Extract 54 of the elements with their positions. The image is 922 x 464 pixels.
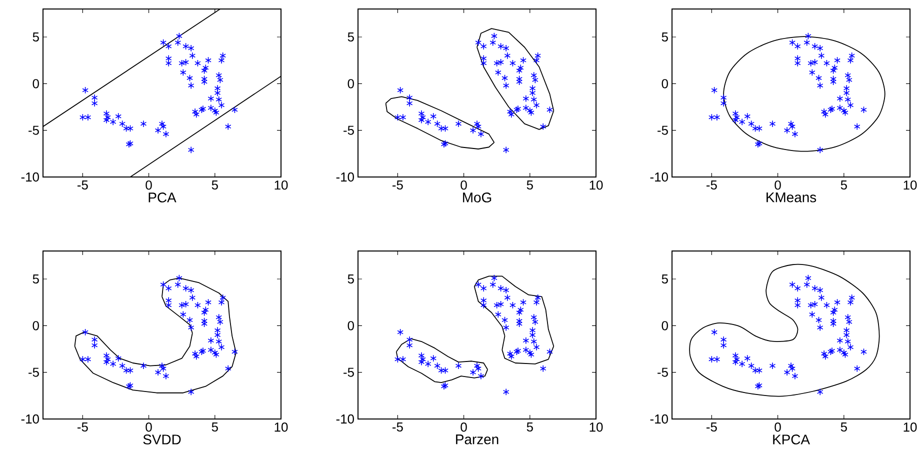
y-tick-label: 0 [662, 79, 668, 88]
x-tick-label: -5 [706, 180, 717, 190]
x-axis-title: KMeans [766, 192, 816, 202]
y-tick-label: -5 [658, 368, 668, 377]
y-tick-label: 5 [348, 274, 354, 284]
x-tick-label: 5 [526, 180, 533, 190]
y-tick-label: -5 [344, 126, 354, 135]
y-tick-label: 5 [348, 32, 354, 42]
y-tick-label: -10 [650, 172, 668, 182]
y-tick-label: 5 [662, 274, 668, 284]
y-tick-label: -10 [336, 172, 354, 182]
y-tick-label: -5 [28, 368, 39, 377]
y-tick-label: 0 [348, 321, 354, 330]
y-tick-label: 5 [662, 32, 668, 42]
x-tick-label: -5 [77, 422, 88, 432]
y-tick-label: -10 [650, 414, 668, 424]
y-tick-label: 0 [32, 321, 39, 330]
x-tick-label: 0 [774, 422, 781, 432]
x-tick-label: 0 [146, 422, 152, 432]
x-tick-label: 10 [904, 422, 917, 432]
y-tick-label: 0 [348, 79, 354, 88]
y-tick-label: 0 [662, 321, 668, 330]
x-tick-label: 5 [840, 422, 847, 432]
x-tick-label: 10 [590, 180, 603, 190]
x-tick-label: 5 [526, 422, 533, 432]
y-tick-label: -5 [658, 126, 668, 135]
x-tick-label: 0 [774, 180, 781, 190]
x-tick-label: 5 [840, 180, 847, 190]
x-tick-label: -5 [392, 180, 403, 190]
y-tick-label: -10 [21, 172, 39, 182]
y-tick-label: -5 [344, 368, 354, 377]
x-axis-title: Parzen [456, 434, 498, 444]
y-tick-label: 0 [32, 79, 39, 88]
x-axis-title: PCA [148, 192, 176, 202]
x-axis-title: KPCA [773, 434, 810, 444]
y-tick-label: -10 [21, 414, 39, 424]
x-tick-label: 10 [590, 422, 603, 432]
x-tick-label: 0 [146, 180, 152, 190]
x-axis-title: MoG [463, 192, 492, 202]
x-tick-label: 10 [274, 422, 288, 432]
y-tick-label: -5 [28, 126, 39, 135]
x-tick-label: 5 [212, 180, 218, 190]
y-tick-label: 5 [32, 274, 39, 284]
x-tick-label: 5 [212, 422, 218, 432]
x-tick-label: 10 [904, 180, 917, 190]
x-tick-label: -5 [706, 422, 717, 432]
x-tick-label: -5 [77, 180, 88, 190]
x-tick-label: 0 [460, 422, 467, 432]
x-tick-label: 0 [460, 180, 467, 190]
y-tick-label: 5 [32, 32, 39, 42]
x-tick-label: -5 [392, 422, 403, 432]
x-tick-label: 10 [274, 180, 288, 190]
y-tick-label: -10 [336, 414, 354, 424]
x-axis-title: SVDD [143, 434, 181, 444]
